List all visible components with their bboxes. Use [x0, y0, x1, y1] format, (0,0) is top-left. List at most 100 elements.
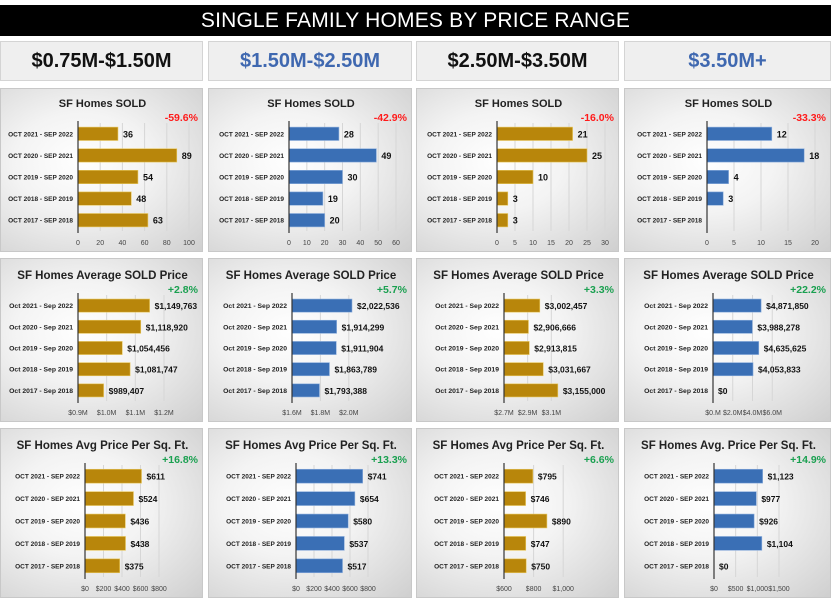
value-label: $654: [360, 494, 379, 504]
category-label: OCT 2020 - SEP 2021: [434, 496, 499, 503]
x-tick-label: 100: [183, 240, 195, 247]
value-label: $1,863,789: [334, 365, 377, 375]
category-label: OCT 2017 - SEP 2018: [427, 218, 492, 225]
bar: [77, 213, 149, 228]
category-label: Oct 2017 - Sep 2018: [9, 388, 73, 395]
change-percent: +22.2%: [790, 284, 827, 296]
bar: [77, 341, 123, 355]
category-label: OCT 2017 - SEP 2018: [226, 563, 291, 570]
x-tick-label: $0.M: [705, 410, 721, 417]
value-label: $611: [147, 472, 166, 482]
category-label: Oct 2019 - Sep 2020: [223, 346, 287, 353]
category-label: Oct 2021 - Sep 2022: [223, 303, 287, 310]
chart-svg: SF Homes SOLD -16.0% 0 5 10 15 20 25 30 OCT 2021 …: [427, 98, 615, 247]
x-tick-label: $2.9M: [518, 410, 538, 417]
bar: [291, 383, 320, 398]
value-label: $747: [531, 539, 550, 549]
x-tick-label: $200: [306, 586, 322, 593]
chart-svg: SF Homes Avg. Price Per Sq. Ft. +14.9% $0 $…: [641, 440, 827, 593]
chart-title: SF Homes Average SOLD Price: [433, 270, 603, 282]
value-label: 3: [513, 216, 518, 226]
x-tick-label: $1,000: [552, 586, 574, 593]
category-label: OCT 2020 - SEP 2021: [644, 496, 709, 503]
category-label: Oct 2021 - Sep 2022: [644, 303, 708, 310]
chart-panel: SF Homes Average SOLD Price +3.3% $2.7M $2.…: [416, 258, 619, 422]
value-label: 10: [538, 173, 548, 183]
category-label: Oct 2020 - Sep 2021: [644, 324, 708, 331]
chart-svg: SF Homes SOLD -33.3% 0 5 10 15 20 OCT 2021 - SE…: [637, 98, 827, 247]
category-label: Oct 2018 - Sep 2019: [9, 367, 73, 374]
value-label: $517: [348, 561, 367, 571]
value-label: $746: [531, 494, 550, 504]
value-label: $580: [353, 517, 372, 527]
bar: [291, 298, 353, 313]
category-label: OCT 2020 - SEP 2021: [8, 153, 73, 160]
chart-svg: SF Homes SOLD -42.9% 0 10 20 30 40 50 60 OCT 2021…: [219, 98, 408, 247]
category-label: Oct 2021 - Sep 2022: [435, 303, 499, 310]
bar: [77, 319, 142, 334]
bar: [503, 491, 526, 506]
chart-title: SF Homes Avg Price Per Sq. Ft.: [225, 440, 397, 452]
x-tick-label: $0: [292, 586, 300, 593]
x-tick-label: 30: [339, 240, 347, 247]
chart-svg: SF Homes Average SOLD Price +5.7% $1.6M $1.…: [223, 270, 408, 417]
change-percent: +2.8%: [168, 284, 199, 296]
value-label: 3: [728, 194, 733, 204]
value-label: $1,149,763: [155, 301, 198, 311]
category-label: OCT 2017 - SEP 2018: [434, 563, 499, 570]
bar: [77, 362, 131, 377]
chart-title: SF Homes SOLD: [59, 98, 146, 110]
bar: [496, 213, 509, 228]
bar: [496, 170, 534, 184]
x-tick-label: $1.8M: [311, 410, 331, 417]
chart-panel: SF Homes Average SOLD Price +2.8% $0.9M $1.…: [0, 258, 203, 422]
bar: [706, 170, 729, 184]
chart-panel: SF Homes SOLD -33.3% 0 5 10 15 20 OCT 2021 - SE…: [624, 88, 831, 252]
change-percent: -42.9%: [374, 112, 408, 124]
category-label: OCT 2019 - SEP 2020: [637, 175, 702, 182]
value-label: $3,031,667: [548, 365, 591, 375]
range-header-3: $3.50M+: [624, 41, 831, 81]
bar: [503, 536, 527, 551]
category-label: OCT 2021 - SEP 2022: [226, 474, 291, 481]
category-label: OCT 2019 - SEP 2020: [427, 175, 492, 182]
x-tick-label: $1,000: [747, 586, 769, 593]
change-percent: -16.0%: [581, 112, 615, 124]
value-label: 54: [143, 173, 153, 183]
change-percent: -59.6%: [165, 112, 199, 124]
range-header-0: $0.75M-$1.50M: [0, 41, 203, 81]
value-label: 12: [777, 129, 787, 139]
x-tick-label: $600: [342, 586, 358, 593]
chart-panel: SF Homes Average SOLD Price +5.7% $1.6M $1.…: [208, 258, 412, 422]
value-label: $2,906,666: [533, 322, 576, 332]
x-tick-label: $1.0M: [97, 410, 117, 417]
value-label: 28: [344, 129, 354, 139]
category-label: Oct 2018 - Sep 2019: [644, 367, 708, 374]
x-tick-label: $200: [96, 586, 112, 593]
chart-panel: SF Homes Avg. Price Per Sq. Ft. +14.9% $0 $…: [624, 428, 831, 598]
bar: [295, 513, 349, 529]
category-label: OCT 2021 - SEP 2022: [219, 131, 284, 138]
bar: [77, 298, 150, 313]
category-label: Oct 2020 - Sep 2021: [223, 324, 287, 331]
value-label: 49: [381, 151, 391, 161]
category-label: Oct 2017 - Sep 2018: [644, 388, 708, 395]
chart-panel: SF Homes Avg Price Per Sq. Ft. +6.6% $600 $…: [416, 428, 619, 598]
bar: [706, 148, 805, 163]
value-label: $4,635,625: [764, 344, 807, 354]
x-tick-label: 10: [529, 240, 537, 247]
chart-title: SF Homes Avg Price Per Sq. Ft.: [17, 440, 189, 452]
value-label: $4,053,833: [758, 365, 801, 375]
bar: [503, 383, 559, 398]
category-label: OCT 2019 - SEP 2020: [8, 175, 73, 182]
x-tick-label: 80: [163, 240, 171, 247]
bar: [291, 341, 337, 355]
bar: [496, 191, 509, 206]
value-label: $438: [131, 539, 150, 549]
x-tick-label: $0: [81, 586, 89, 593]
x-tick-label: 20: [565, 240, 573, 247]
bar: [712, 298, 762, 313]
value-label: $0: [718, 386, 728, 396]
value-label: 48: [136, 194, 146, 204]
chart-title: SF Homes Avg. Price Per Sq. Ft.: [641, 440, 816, 452]
